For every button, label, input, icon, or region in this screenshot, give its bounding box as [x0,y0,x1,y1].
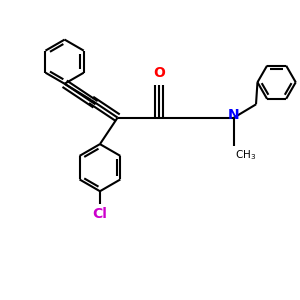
Text: N: N [228,108,240,122]
Text: Cl: Cl [92,207,107,221]
Text: CH$_3$: CH$_3$ [236,148,256,162]
Text: O: O [153,66,165,80]
